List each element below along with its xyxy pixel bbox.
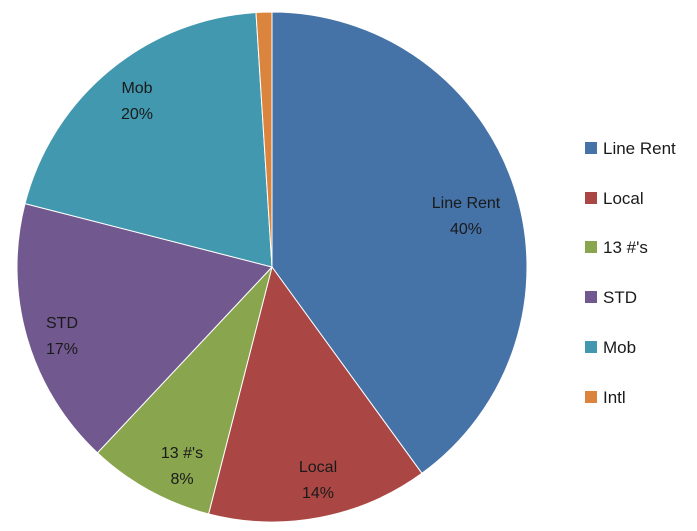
legend-label-13s: 13 #'s bbox=[603, 238, 648, 257]
legend-label-mob: Mob bbox=[603, 338, 636, 357]
slice-label-mob: Mob bbox=[121, 80, 152, 97]
pie-slice-line-rent bbox=[271, 11, 528, 474]
pie-slice-mob bbox=[24, 11, 273, 268]
legend-swatch-line-rent bbox=[585, 142, 597, 154]
pie-slices bbox=[16, 11, 528, 523]
slice-label-std: STD bbox=[46, 315, 78, 332]
legend-label-intl: Intl bbox=[603, 388, 626, 407]
slice-label-local: Local bbox=[299, 459, 337, 476]
legend-label-local: Local bbox=[603, 189, 644, 208]
slice-label-13s: 13 #'s bbox=[161, 445, 203, 462]
legend-swatch-std bbox=[585, 291, 597, 303]
legend-swatch-local bbox=[585, 192, 597, 204]
pie-slice-13-s bbox=[96, 266, 273, 515]
legend-swatch-intl bbox=[585, 391, 597, 403]
pie-slice-intl bbox=[255, 11, 273, 268]
pie-slice-local bbox=[207, 265, 423, 523]
legend-label-line-rent: Line Rent bbox=[603, 139, 676, 158]
legend-swatch-mob bbox=[585, 341, 597, 353]
slice-labels: Line Rent 40% Local 14% 13 #'s 8% STD 17… bbox=[46, 80, 501, 502]
slice-value-std: 17% bbox=[46, 341, 78, 358]
slice-value-line-rent: 40% bbox=[450, 221, 482, 238]
slice-value-mob: 20% bbox=[121, 106, 153, 123]
legend-swatch-13s bbox=[585, 241, 597, 253]
slice-label-line-rent: Line Rent bbox=[432, 195, 501, 212]
legend-label-std: STD bbox=[603, 288, 637, 307]
slice-value-local: 14% bbox=[302, 485, 334, 502]
pie-slice-std bbox=[16, 202, 273, 454]
legend: Line Rent Local 13 #'s STD Mob Intl bbox=[585, 139, 676, 407]
slice-value-13s: 8% bbox=[170, 471, 193, 488]
